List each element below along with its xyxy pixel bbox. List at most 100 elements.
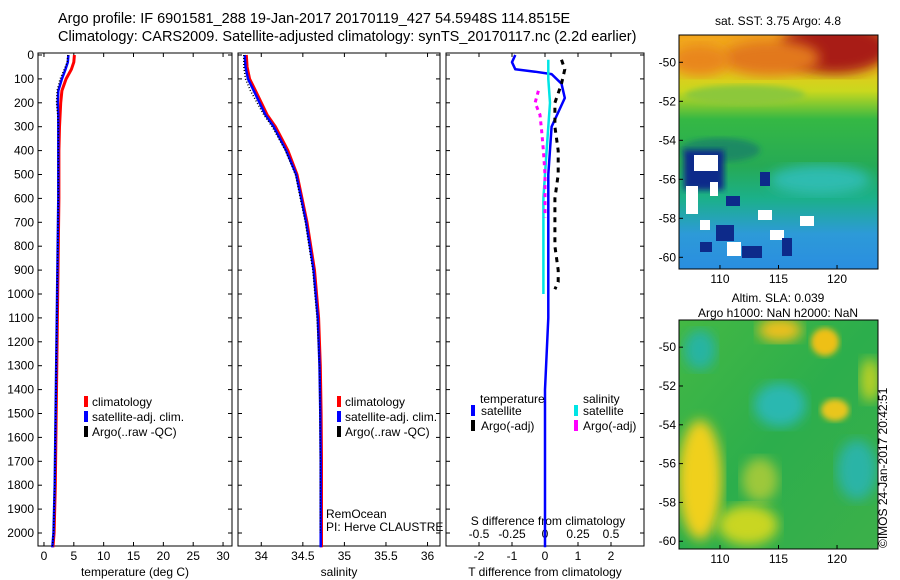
y-tick-label: 200: [14, 96, 34, 110]
x-tick-label: 0: [41, 549, 48, 563]
x-axis-label: temperature (deg C): [81, 565, 189, 579]
legend-item-climatology-swatch: [84, 396, 88, 407]
series-line-temperature-satellite: [510, 54, 567, 548]
x-tick-label: 30: [216, 549, 230, 563]
y-tick-label: -56: [659, 457, 677, 471]
legend-item-salinity-satellite: satellite: [583, 404, 624, 418]
y-tick-label: -58: [659, 495, 677, 509]
profile-header-line-2: Climatology: CARS2009. Satellite-adjuste…: [58, 29, 637, 45]
y-tick-label: 500: [14, 168, 34, 182]
x-axis-label: salinity: [321, 565, 358, 579]
legend-item-argo-swatch: [84, 426, 88, 437]
legend-item-satellite-swatch: [84, 411, 88, 422]
series-line-satellite-adj: [51, 54, 70, 548]
sst-map-axes: 110 115 120 -50 -52 -54 -56 -58 -60: [659, 55, 848, 286]
pi-name-label: PI: Herve CLAUSTRE: [326, 520, 443, 534]
y-tick-label: 100: [14, 72, 34, 86]
series-line-salinity-argo: [533, 90, 547, 218]
legend-item-salinity-satellite-swatch: [574, 405, 578, 416]
y-tick-label: 400: [14, 144, 34, 158]
legend-heading-salinity: salinity: [583, 392, 620, 406]
top-axis-label: S difference from climatology: [471, 514, 626, 528]
x-tick-label: 35: [338, 549, 352, 563]
series-line-climatology: [244, 54, 323, 548]
y-tick-label: 1400: [7, 383, 34, 397]
x-tick-label: 115: [769, 552, 788, 566]
legend-item-satellite: satellite-adj. clim.: [345, 410, 437, 424]
temperature-profile-panel: 0 5 10 15 20 25 300100200300400500600700800900…: [7, 48, 233, 579]
x-tick-label: 35.5: [374, 549, 398, 563]
legend-item-salinity-argo-swatch: [574, 420, 578, 431]
x-tick-label: 115: [769, 272, 788, 286]
sst-map-field: [679, 35, 878, 269]
plot-frame: [37, 52, 233, 547]
x-tick-label: 20: [157, 549, 171, 563]
x-tick-label: 2: [608, 549, 615, 563]
x-tick-label: 110: [710, 272, 729, 286]
y-tick-label: -54: [659, 133, 677, 147]
profile-header-line-1: Argo profile: IF 6901581_288 19-Jan-2017…: [58, 11, 571, 27]
sla-map-title-line-1: Altim. SLA: 0.039: [732, 291, 825, 305]
legend-item-temperature-satellite: satellite: [481, 404, 522, 418]
y-tick-label: 1900: [7, 502, 34, 516]
y-tick-label: 1700: [7, 454, 34, 468]
y-tick-label: 700: [14, 215, 34, 229]
sla-map-field: [679, 320, 878, 549]
y-tick-label: 1000: [7, 287, 34, 301]
x-axis-label: T difference from climatology: [468, 565, 622, 579]
y-tick-label: 1200: [7, 335, 34, 349]
y-tick-label: 900: [14, 263, 34, 277]
salinity-profile-panel: 34 34.5 35 35.5 36 salinity climatologysatelli…: [237, 52, 443, 579]
y-tick-label: -50: [659, 340, 677, 354]
x-tick-label: 120: [827, 272, 847, 286]
legend-item-argo-swatch: [337, 426, 341, 437]
y-tick-label: -52: [659, 94, 677, 108]
y-tick-label: 600: [14, 191, 34, 205]
y-tick-label: 300: [14, 120, 34, 134]
legend-item-argo: Argo(..raw -QC): [345, 425, 430, 439]
y-tick-label: 1100: [8, 311, 34, 325]
legend-item-temperature-argo: Argo(-adj): [481, 419, 534, 433]
y-tick-label: 1800: [7, 478, 34, 492]
x-tick-label: 34.5: [291, 549, 315, 563]
sla-map-panel: 110 115 120 -50 -52 -54 -56 -58 -60 Altim. SLA: …: [659, 291, 879, 566]
top-tick-label: -0.5: [469, 527, 490, 541]
y-tick-label: -60: [659, 250, 677, 264]
legend-item-satellite-swatch: [337, 411, 341, 422]
top-tick-label: 0.5: [603, 527, 620, 541]
x-tick-label: 0: [542, 549, 549, 563]
x-tick-label: -2: [474, 549, 485, 563]
y-tick-label: 1600: [7, 430, 34, 444]
x-tick-label: 10: [97, 549, 111, 563]
x-tick-label: 15: [127, 549, 141, 563]
plot-frame: [237, 52, 441, 547]
y-tick-label: 1300: [7, 359, 34, 373]
sla-map-title-line-2: Argo h1000: NaN h2000: NaN: [698, 306, 858, 320]
y-tick-label: 800: [14, 239, 34, 253]
legend-item-temperature-satellite-swatch: [471, 405, 475, 416]
sst-map-panel: 110 115 120 -50 -52 -54 -56 -58 -60 sat. SST: 3.…: [659, 14, 879, 286]
x-tick-label: 120: [827, 552, 847, 566]
y-tick-label: -56: [659, 172, 677, 186]
y-tick-label: -54: [659, 418, 677, 432]
legend-item-climatology: climatology: [345, 395, 405, 409]
sla-map-axes: 110 115 120 -50 -52 -54 -56 -58 -60: [659, 340, 848, 566]
float-program-label: RemOcean: [326, 507, 387, 521]
x-tick-label: -1: [507, 549, 518, 563]
y-tick-label: 2000: [7, 526, 34, 540]
y-tick-label: 0: [27, 48, 34, 62]
x-tick-label: 110: [710, 552, 729, 566]
y-tick-label: 1500: [7, 407, 34, 421]
y-tick-label: -50: [659, 55, 677, 69]
legend-item-argo: Argo(..raw -QC): [92, 425, 177, 439]
legend-item-climatology-swatch: [337, 396, 341, 407]
x-tick-label: 5: [70, 549, 77, 563]
legend-item-climatology: climatology: [92, 395, 152, 409]
top-tick-label: 0.25: [566, 527, 590, 541]
x-tick-label: 36: [421, 549, 435, 563]
y-tick-label: -52: [659, 379, 677, 393]
legend-item-satellite: satellite-adj. clim.: [92, 410, 184, 424]
y-tick-label: -58: [659, 211, 677, 225]
legend-item-salinity-argo: Argo(-adj): [583, 419, 636, 433]
series-line-argo: [243, 55, 322, 533]
